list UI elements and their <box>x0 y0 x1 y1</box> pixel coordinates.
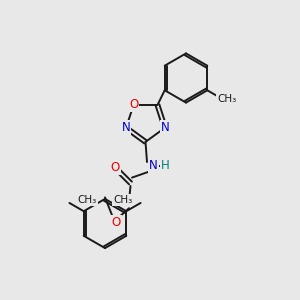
Text: O: O <box>111 161 120 175</box>
Text: H: H <box>161 159 170 172</box>
Text: N: N <box>149 159 158 172</box>
Text: N: N <box>160 121 169 134</box>
Text: CH₃: CH₃ <box>113 195 132 205</box>
Text: CH₃: CH₃ <box>217 94 236 103</box>
Text: O: O <box>112 216 121 229</box>
Text: O: O <box>129 98 138 112</box>
Text: CH₃: CH₃ <box>78 195 97 205</box>
Text: N: N <box>122 121 130 134</box>
